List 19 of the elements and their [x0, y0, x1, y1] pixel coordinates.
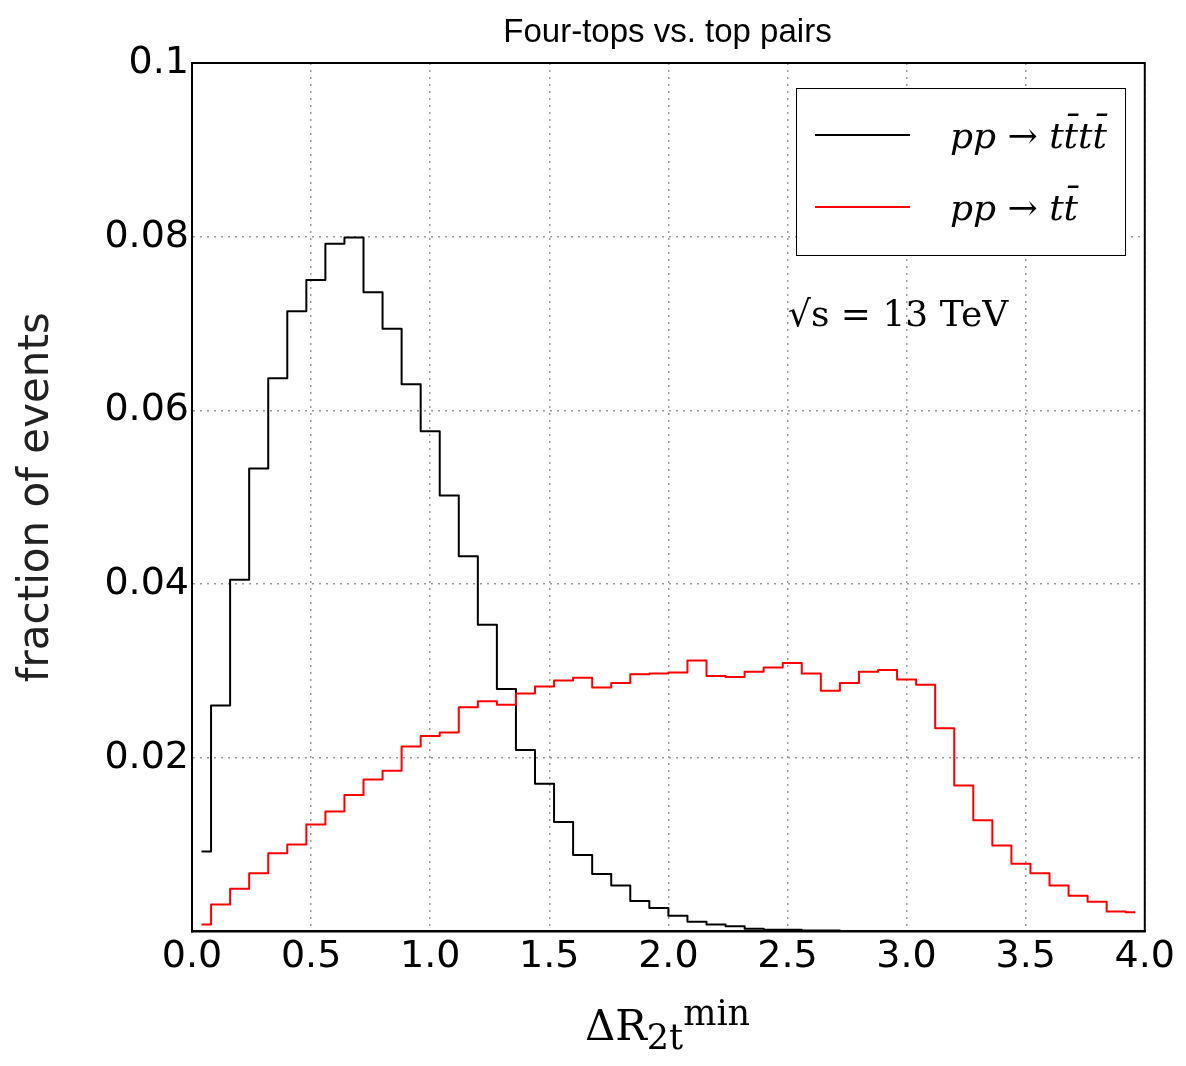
x-tick-label: 0.5	[280, 932, 342, 977]
x-tick-label: 2.0	[638, 932, 699, 977]
annotation: √s = 13 TeV	[788, 293, 1009, 334]
x-tick-label: 0.0	[161, 932, 223, 977]
y-tick-label: 0.04	[104, 558, 189, 603]
y-tick-label: 0.02	[104, 732, 189, 777]
legend-label: pp → tt̄tt̄	[949, 114, 1107, 156]
x-tick-label: 2.5	[757, 932, 818, 977]
x-tick-label: 3.5	[995, 932, 1056, 977]
x-tick-label: 3.0	[876, 932, 937, 977]
legend-label: pp → tt̄	[949, 186, 1079, 228]
y-axis-title: fraction of events	[9, 312, 59, 683]
chart-title: Four-tops vs. top pairs	[502, 12, 833, 50]
x-tick-label: 4.0	[1114, 932, 1175, 977]
y-tick-label: 0.08	[104, 211, 189, 256]
y-tick-label: 0.06	[104, 385, 189, 430]
y-tick-label: 0.1	[128, 37, 189, 82]
x-tick-label: 1.5	[519, 932, 580, 977]
x-tick-label: 1.0	[399, 932, 461, 977]
